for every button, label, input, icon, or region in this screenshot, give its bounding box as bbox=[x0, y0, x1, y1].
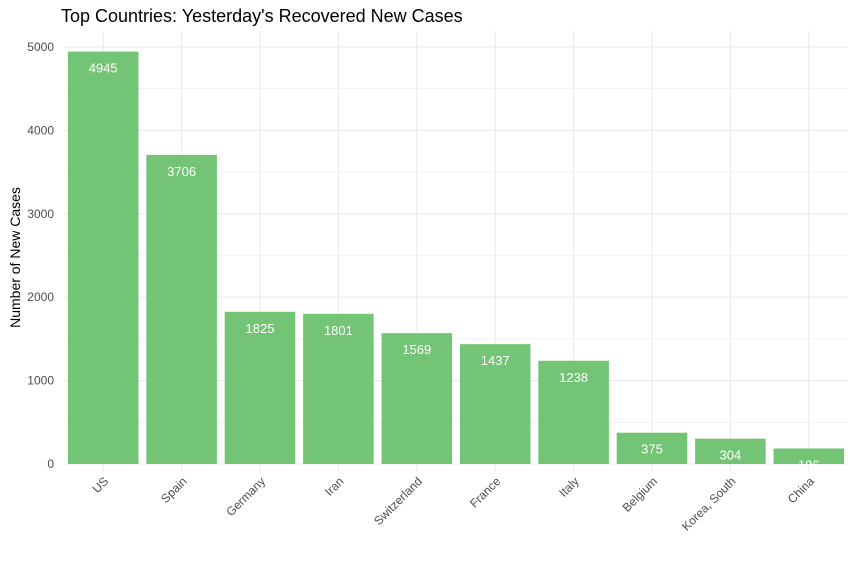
y-tick-label: 0 bbox=[47, 457, 54, 471]
bar-value-label: 1801 bbox=[324, 323, 353, 338]
x-tick-label: Italy bbox=[556, 474, 581, 499]
y-axis-ticks: 0 1000 2000 3000 4000 5000 bbox=[27, 40, 54, 471]
bar bbox=[538, 360, 609, 464]
y-tick-label: 4000 bbox=[27, 123, 54, 137]
bar-value-label: 3706 bbox=[167, 164, 196, 179]
bar-value-label: 375 bbox=[641, 442, 663, 457]
bar-value-label: 304 bbox=[720, 448, 742, 463]
bar-value-label: 1437 bbox=[481, 353, 510, 368]
bar bbox=[303, 313, 374, 464]
x-tick-label: Korea, South bbox=[679, 474, 738, 533]
x-tick-label: US bbox=[90, 474, 112, 496]
bar bbox=[146, 154, 217, 464]
x-tick-label: Spain bbox=[158, 474, 190, 506]
bar-value-label: 1569 bbox=[402, 342, 431, 357]
x-tick-label: Switzerland bbox=[371, 474, 425, 528]
y-tick-label: 2000 bbox=[27, 290, 54, 304]
bar bbox=[459, 344, 531, 464]
x-tick-label: France bbox=[467, 474, 504, 511]
bar-value-label: 4945 bbox=[89, 61, 118, 76]
bar bbox=[616, 432, 688, 464]
bar bbox=[695, 438, 766, 464]
chart-title: Top Countries: Yesterday's Recovered New… bbox=[61, 6, 463, 26]
y-tick-label: 1000 bbox=[27, 374, 54, 388]
x-tick-label: China bbox=[785, 474, 817, 506]
bar bbox=[773, 448, 845, 464]
y-tick-label: 5000 bbox=[27, 40, 54, 54]
bar-value-label: 1238 bbox=[559, 370, 588, 385]
bar-value-label: 1825 bbox=[246, 321, 275, 336]
bar bbox=[224, 311, 296, 464]
x-tick-label: Iran bbox=[322, 474, 347, 499]
y-axis-title: Number of New Cases bbox=[7, 187, 23, 328]
y-tick-label: 3000 bbox=[27, 207, 54, 221]
bar bbox=[381, 333, 453, 464]
bar-value-label: 186 bbox=[798, 457, 820, 472]
x-tick-label: Belgium bbox=[620, 474, 661, 515]
bar bbox=[67, 51, 139, 464]
x-axis-ticks: US Spain Germany Iran Switzerland France Italy… bbox=[90, 474, 818, 534]
bars: 4945 3706 1825 1801 1569 1437 1238 375 304 186 bbox=[67, 51, 845, 472]
x-tick-label: Germany bbox=[223, 474, 268, 519]
